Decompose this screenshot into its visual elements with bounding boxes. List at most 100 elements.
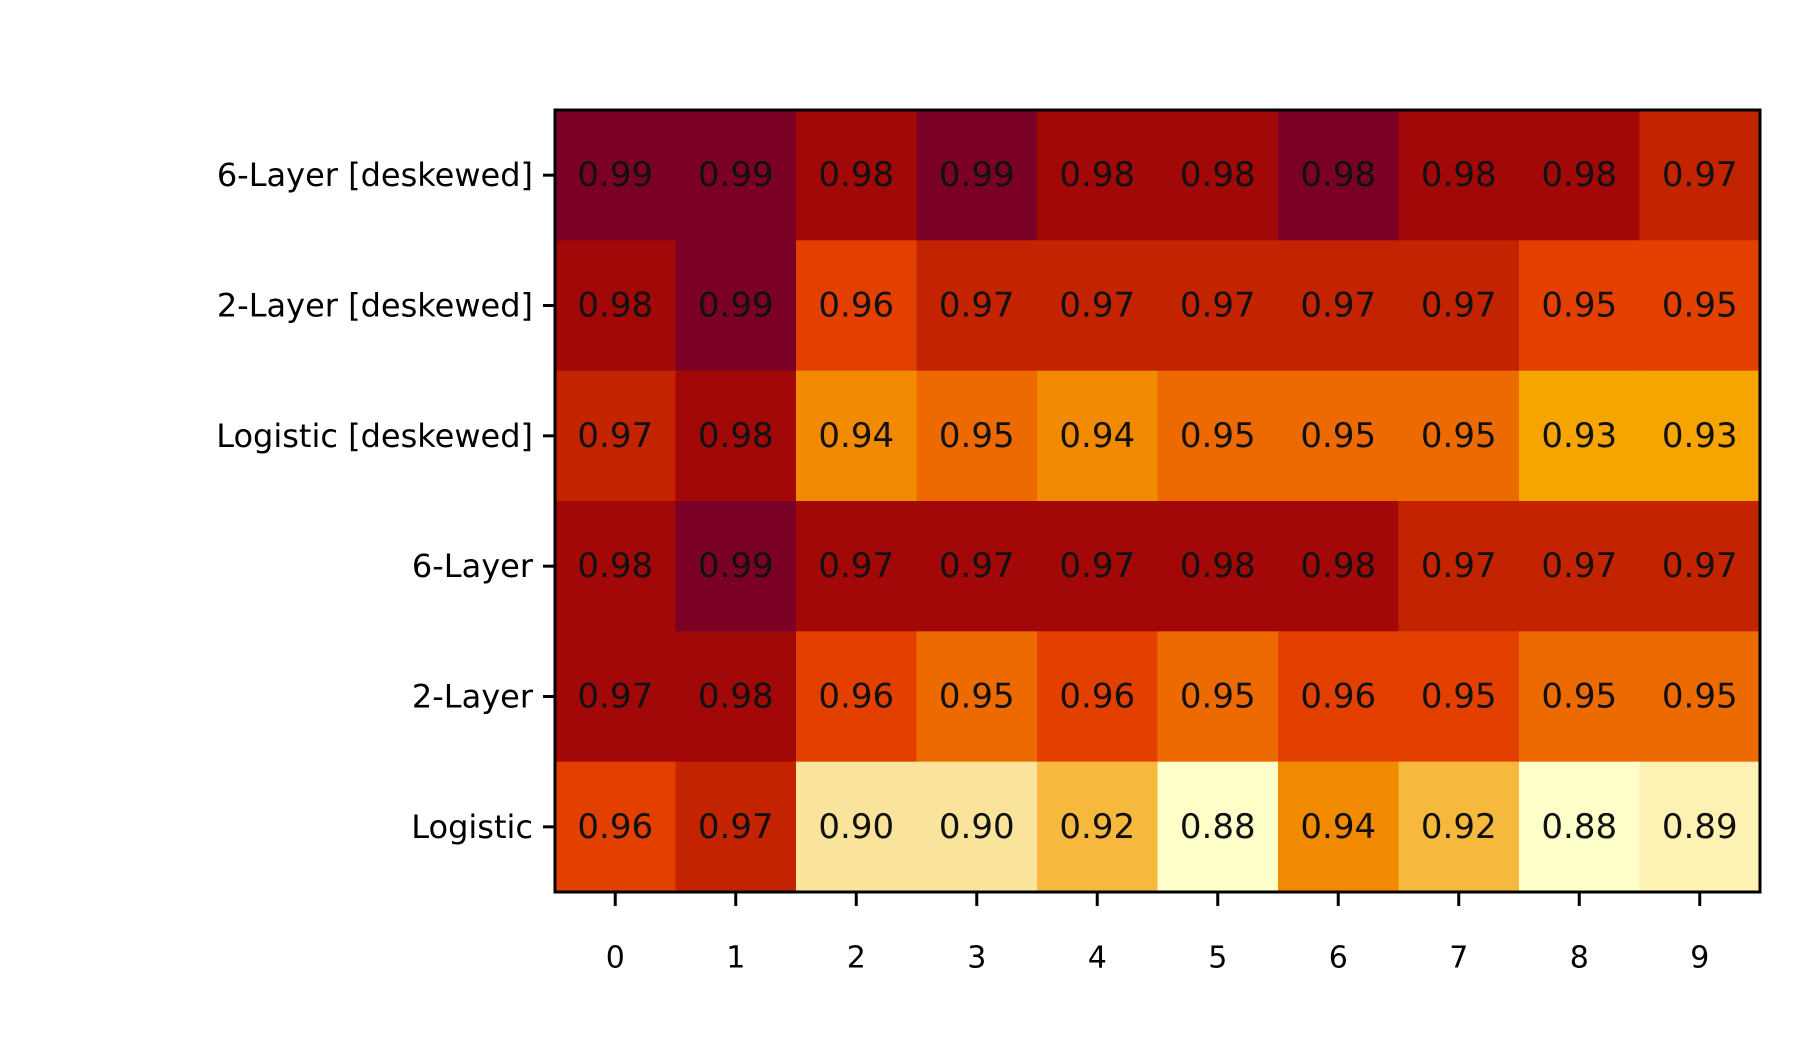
heatmap-cell-r4-c6 (1278, 631, 1400, 763)
cell-value-label: 0.95 (1421, 416, 1497, 456)
heatmap-cell-r5-c9 (1639, 761, 1761, 893)
cell-value-label: 0.88 (1541, 807, 1617, 847)
cell-value-label: 0.95 (1421, 677, 1497, 717)
heatmap-cell-r2-c9 (1639, 370, 1761, 502)
cell-value-label: 0.95 (939, 416, 1015, 456)
heatmap-cell-r5-c0 (555, 761, 677, 893)
cell-value-label: 0.98 (1421, 155, 1497, 195)
heatmap-cell-r3-c5 (1157, 501, 1279, 632)
cell-value-label: 0.96 (818, 286, 894, 326)
heatmap-cell-r3-c7 (1398, 501, 1520, 632)
heatmap-cell-r5-c2 (796, 761, 918, 893)
heatmap-cell-r1-c3 (916, 240, 1038, 372)
heatmap-cell-r0-c6 (1278, 110, 1400, 241)
heatmap-cell-r3-c6 (1278, 501, 1400, 632)
cell-value-label: 0.99 (698, 546, 774, 586)
heatmap-cell-r1-c9 (1639, 240, 1761, 372)
y-tick-label: Logistic (411, 808, 533, 846)
cell-value-label: 0.97 (698, 807, 774, 847)
cell-value-label: 0.97 (1180, 286, 1256, 326)
heatmap-cells (555, 110, 1761, 893)
heatmap-cell-r4-c5 (1157, 631, 1279, 763)
x-tick-label: 0 (606, 941, 625, 976)
heatmap-cell-r5-c4 (1037, 761, 1159, 893)
cell-value-label: 0.99 (939, 155, 1015, 195)
heatmap-cell-r0-c0 (555, 110, 677, 241)
cell-value-label: 0.94 (818, 416, 894, 456)
heatmap-cell-r4-c0 (555, 631, 677, 763)
heatmap-cell-r3-c0 (555, 501, 677, 632)
heatmap-cell-r5-c6 (1278, 761, 1400, 893)
cell-value-label: 0.95 (1541, 677, 1617, 717)
heatmap-cell-r0-c7 (1398, 110, 1520, 241)
cell-value-label: 0.97 (1541, 546, 1617, 586)
cell-value-label: 0.98 (1300, 155, 1376, 195)
heatmap-cell-r4-c8 (1519, 631, 1641, 763)
cell-value-label: 0.98 (1300, 546, 1376, 586)
x-tick-label: 9 (1690, 941, 1709, 976)
cell-value-label: 0.99 (577, 155, 653, 195)
cell-value-label: 0.96 (818, 677, 894, 717)
x-tick-label: 1 (726, 941, 745, 976)
cell-value-label: 0.97 (1300, 286, 1376, 326)
heatmap-cell-r5-c7 (1398, 761, 1520, 893)
heatmap-cell-r3-c4 (1037, 501, 1159, 632)
x-tick-label: 7 (1449, 941, 1468, 976)
cell-value-label: 0.93 (1541, 416, 1617, 456)
heatmap-cell-r3-c3 (916, 501, 1038, 632)
cell-value-label: 0.97 (577, 416, 653, 456)
heatmap-cell-r2-c8 (1519, 370, 1641, 502)
cell-value-label: 0.95 (1180, 416, 1256, 456)
cell-value-label: 0.95 (1662, 677, 1738, 717)
cell-value-label: 0.96 (1059, 677, 1135, 717)
cell-value-label: 0.98 (698, 677, 774, 717)
cell-value-label: 0.90 (818, 807, 894, 847)
cell-value-label: 0.94 (1059, 416, 1135, 456)
x-axis: 0 1 2 3 4 5 6 7 8 9 (606, 892, 1709, 976)
heatmap-cell-r1-c6 (1278, 240, 1400, 372)
x-tick-label: 6 (1329, 941, 1348, 976)
cell-value-label: 0.92 (1421, 807, 1497, 847)
cell-value-label: 0.96 (1300, 677, 1376, 717)
heatmap-cell-r5-c3 (916, 761, 1038, 893)
heatmap-cell-r5-c8 (1519, 761, 1641, 893)
cell-value-label: 0.99 (698, 286, 774, 326)
cell-value-label: 0.97 (1421, 286, 1497, 326)
heatmap-cell-r3-c2 (796, 501, 918, 632)
cell-value-label: 0.89 (1662, 807, 1738, 847)
x-tick-label: 3 (967, 941, 986, 976)
cell-value-label: 0.97 (577, 677, 653, 717)
heatmap-cell-r2-c7 (1398, 370, 1520, 502)
y-tick-label: Logistic [deskewed] (216, 417, 533, 455)
cell-value-label: 0.92 (1059, 807, 1135, 847)
heatmap-cell-r1-c1 (675, 240, 797, 372)
heatmap-cell-r2-c6 (1278, 370, 1400, 502)
cell-value-label: 0.96 (577, 807, 653, 847)
cell-value-label: 0.97 (818, 546, 894, 586)
heatmap-cell-r4-c7 (1398, 631, 1520, 763)
heatmap-cell-r2-c0 (555, 370, 677, 502)
heatmap-cell-r1-c4 (1037, 240, 1159, 372)
cell-value-label: 0.95 (1662, 286, 1738, 326)
heatmap-cell-r0-c4 (1037, 110, 1159, 241)
cell-value-label: 0.98 (698, 416, 774, 456)
cell-value-label: 0.98 (1059, 155, 1135, 195)
heatmap-cell-r0-c5 (1157, 110, 1279, 241)
heatmap-cell-r4-c3 (916, 631, 1038, 763)
heatmap-cell-r3-c9 (1639, 501, 1761, 632)
cell-value-label: 0.90 (939, 807, 1015, 847)
cell-value-label: 0.93 (1662, 416, 1738, 456)
y-tick-label: 2-Layer (412, 678, 534, 716)
cell-value-label: 0.98 (577, 286, 653, 326)
cell-value-label: 0.95 (939, 677, 1015, 717)
y-tick-label: 6-Layer (412, 547, 534, 585)
cell-value-label: 0.98 (818, 155, 894, 195)
plot-frame (553, 108, 1762, 894)
heatmap-cell-r0-c8 (1519, 110, 1641, 241)
x-tick-label: 5 (1208, 941, 1227, 976)
cell-value-label: 0.97 (1421, 546, 1497, 586)
heatmap-cell-r2-c3 (916, 370, 1038, 502)
cell-value-label: 0.95 (1180, 677, 1256, 717)
cell-value-label: 0.97 (1059, 546, 1135, 586)
